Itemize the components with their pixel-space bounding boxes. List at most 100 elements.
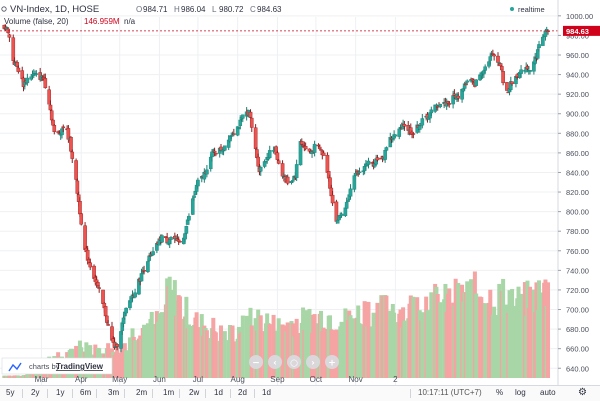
ohlc-label: H [174, 5, 180, 14]
branding-prefix: charts by [29, 362, 60, 371]
toolbar-separator [410, 389, 411, 398]
time-axis-label: 2 [393, 375, 398, 384]
candle-body [528, 69, 532, 72]
branding-name: TradingView [56, 362, 104, 371]
candle-body [352, 175, 357, 190]
timeframe-button[interactable]: 1d [262, 388, 271, 397]
candle-body [223, 145, 227, 151]
candle-body [25, 77, 30, 84]
volume-bar [124, 350, 129, 378]
volume-bar [303, 310, 308, 378]
auto-toggle[interactable]: auto [540, 388, 556, 397]
volume-bar [519, 293, 524, 378]
price-tick-label: 980.00 [566, 31, 589, 40]
ohlc-value: 986.04 [181, 5, 206, 14]
candle-body [275, 152, 280, 160]
timeframe-button[interactable]: 1y [56, 388, 65, 397]
candle-body [43, 78, 48, 89]
timeframe-button[interactable]: 5y [6, 388, 15, 397]
candle-body [462, 83, 467, 89]
scroll-left-button[interactable] [268, 355, 282, 369]
volume-bar [483, 303, 488, 378]
volume-bar [276, 318, 281, 378]
volume-bar [258, 315, 263, 378]
zoom-out-button[interactable] [249, 355, 263, 369]
volume-bar [7, 375, 12, 378]
reset-icon[interactable]: ○ [290, 359, 298, 369]
timeframe-button[interactable]: 2w [189, 388, 200, 397]
time-axis-label: May [112, 375, 127, 384]
timeframe-button[interactable]: 1m [163, 388, 175, 397]
candle-body [505, 82, 509, 91]
candle-body [79, 213, 84, 225]
price-tick-label: 780.00 [566, 227, 589, 236]
volume-value: 146.959M [84, 17, 120, 26]
candle-body [121, 317, 126, 324]
price-tick-label: 960.00 [566, 51, 589, 60]
timeframe-button[interactable]: 2y [31, 388, 40, 397]
toolbar-separator [124, 389, 125, 398]
scroll-left-icon[interactable]: ‹ [273, 359, 277, 369]
volume-bar [115, 344, 120, 378]
candle-body [119, 331, 123, 349]
candle-body [256, 156, 260, 167]
candle-body [492, 54, 496, 57]
volume-bar [411, 296, 416, 378]
ohlc-value: 984.63 [257, 5, 282, 14]
ohlc-label: O [136, 5, 142, 14]
price-tick-label: 920.00 [566, 90, 589, 99]
timeframe-button[interactable]: 2d [238, 388, 247, 397]
price-tick-label: 640.00 [566, 364, 589, 373]
timeframe-button[interactable]: 6m [80, 388, 92, 397]
timeframe-button[interactable]: 3m [108, 388, 120, 397]
volume-bar [339, 321, 344, 378]
volume-bar [384, 295, 389, 378]
candle-body [397, 128, 402, 137]
candle-body [230, 134, 235, 137]
candle-body [240, 114, 245, 119]
timeframe-button[interactable]: 1d [214, 388, 223, 397]
volume-bar [240, 315, 245, 378]
zoom-in-icon[interactable]: + [328, 359, 336, 369]
timeframe-button[interactable]: 2m [136, 388, 148, 397]
candle-body [317, 146, 322, 150]
zoom-in-button[interactable] [325, 355, 339, 369]
candle-body [248, 111, 253, 118]
candle-body [11, 37, 16, 61]
price-tick-label: 940.00 [566, 71, 589, 80]
log-toggle[interactable]: log [515, 388, 526, 397]
candle-body [169, 236, 173, 240]
toolbar-separator [205, 389, 206, 398]
scroll-right-icon[interactable]: › [311, 359, 315, 369]
percent-toggle[interactable]: % [496, 388, 504, 397]
volume-label: Volume (false, 20) [4, 17, 69, 26]
candle-body [232, 133, 236, 135]
candle-body [319, 149, 323, 151]
toolbar-separator [47, 389, 48, 398]
candle-body [488, 56, 493, 61]
candle-body [15, 62, 19, 67]
bottom-toolbar: 5y 2y 1y 6m 3m 2m 1m 2w 1d 2d 1d 10:17:11 (UTC+7)% l… [0, 385, 600, 401]
price-tick-label: 820.00 [566, 188, 589, 197]
candle-body [537, 44, 541, 49]
candle-body [325, 154, 330, 173]
candle-body [510, 81, 514, 84]
price-tick-label: 860.00 [566, 149, 589, 158]
candle-body [178, 241, 182, 243]
scroll-right-button[interactable] [306, 355, 320, 369]
candle-body [267, 150, 272, 158]
volume-bar [546, 282, 550, 378]
zoom-out-icon[interactable]: − [252, 359, 260, 369]
reset-button[interactable] [287, 355, 301, 369]
settings-gear-icon[interactable]: ⚙ [578, 387, 587, 398]
candle-body [212, 150, 217, 153]
tradingview-logo-icon [8, 362, 22, 372]
price-tick-label: 680.00 [566, 325, 589, 334]
candle-body [276, 160, 281, 164]
candle-body [187, 215, 191, 221]
last-price-label: 984.63 [566, 27, 589, 36]
candle-body [49, 110, 54, 121]
candle-body [496, 55, 500, 63]
